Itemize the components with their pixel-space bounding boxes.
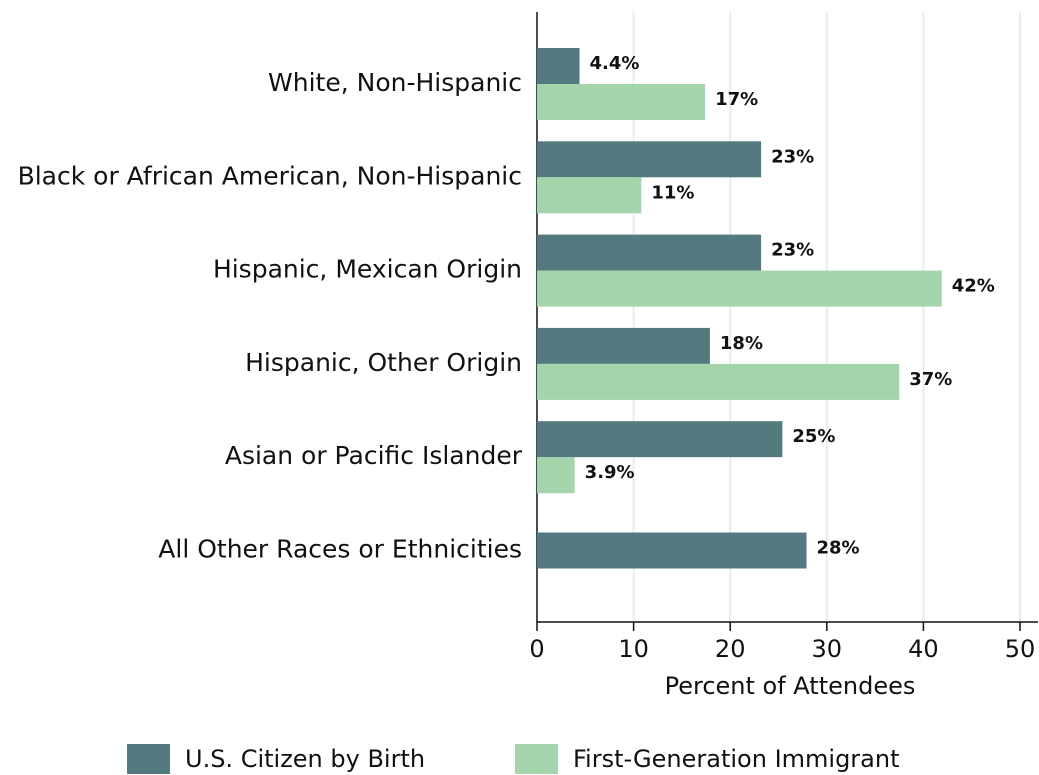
value-label: 3.9%	[585, 462, 635, 483]
bar	[537, 270, 942, 307]
x-tick-label: 20	[715, 635, 746, 663]
category-label: Hispanic, Mexican Origin	[213, 255, 522, 284]
category-label: Hispanic, Other Origin	[245, 348, 522, 377]
legend-label: U.S. Citizen by Birth	[185, 745, 425, 773]
x-tick-label: 40	[908, 635, 939, 663]
x-tick-label: 30	[812, 635, 843, 663]
value-label: 23%	[771, 240, 814, 261]
value-label: 4.4%	[590, 53, 640, 74]
legend-swatch	[127, 744, 170, 774]
bar	[537, 141, 762, 178]
legend-swatch	[515, 744, 558, 774]
bar	[537, 457, 575, 494]
category-label: All Other Races or Ethnicities	[158, 535, 522, 564]
bar	[537, 234, 762, 271]
bar	[537, 421, 783, 458]
x-tick-label: 50	[1005, 635, 1036, 663]
category-label: White, Non-Hispanic	[268, 68, 522, 97]
value-label: 42%	[952, 276, 995, 297]
value-label: 37%	[909, 369, 952, 390]
x-tick-label: 0	[529, 635, 544, 663]
bar	[537, 327, 710, 364]
legend-label: First-Generation Immigrant	[573, 745, 900, 773]
bar	[537, 177, 642, 214]
value-label: 18%	[720, 333, 763, 354]
value-label: 11%	[651, 182, 694, 203]
bar	[537, 48, 580, 84]
x-axis-label: Percent of Attendees	[665, 672, 916, 700]
value-label: 17%	[715, 89, 758, 110]
value-label: 28%	[817, 538, 860, 559]
value-label: 25%	[792, 426, 835, 447]
bar	[537, 363, 900, 400]
bar	[537, 84, 706, 120]
category-label: Black or African American, Non-Hispanic	[18, 161, 522, 190]
category-label: Asian or Pacific Islander	[225, 441, 523, 470]
value-label: 23%	[771, 146, 814, 167]
x-tick-label: 10	[618, 635, 649, 663]
bar	[537, 532, 807, 569]
